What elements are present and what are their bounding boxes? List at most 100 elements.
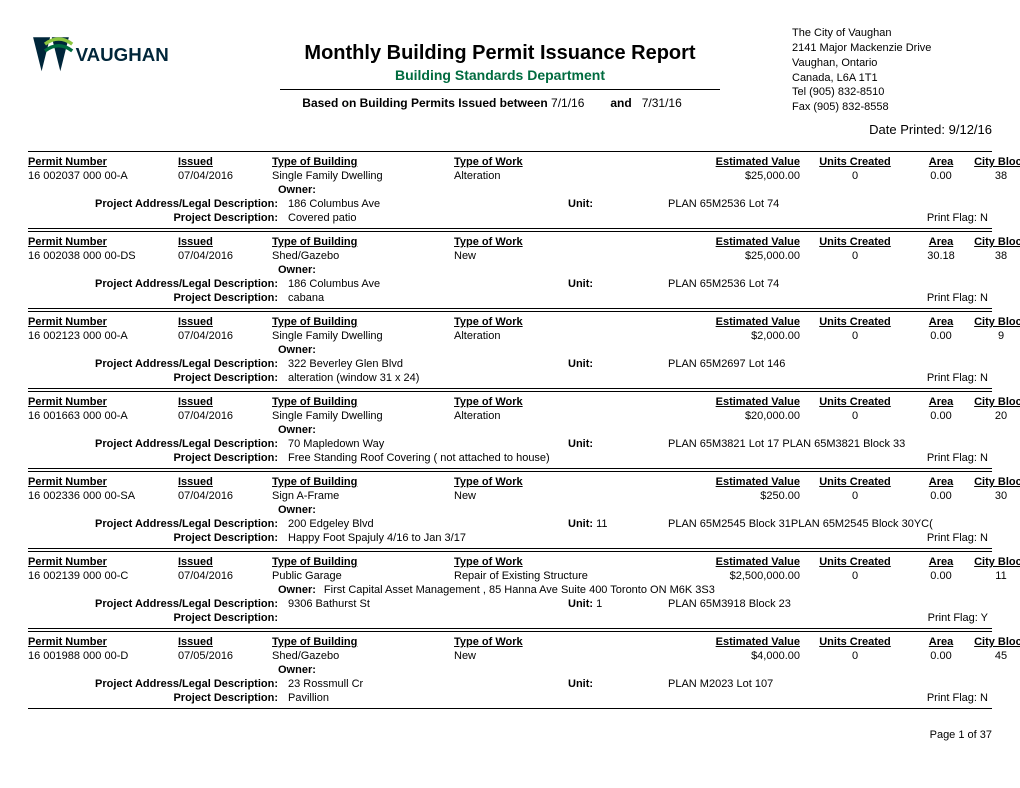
col-issued: Issued xyxy=(178,556,272,568)
svg-text:VAUGHAN: VAUGHAN xyxy=(76,44,169,65)
type-of-work: Repair of Existing Structure xyxy=(454,570,640,582)
col-units-created: Units Created xyxy=(800,316,910,328)
col-permit-number: Permit Number xyxy=(28,156,178,168)
type-of-building: Shed/Gazebo xyxy=(272,250,454,262)
address-line: Project Address/Legal Description:186 Co… xyxy=(28,277,992,291)
date-from: 7/1/16 xyxy=(551,96,607,110)
logo-block: VAUGHAN xyxy=(28,24,208,80)
address-value: 70 Mapledown Way xyxy=(288,438,568,450)
description-label: Project Description: xyxy=(28,612,288,624)
description-value: alteration (window 31 x 24) xyxy=(288,372,668,384)
issued-date: 07/04/2016 xyxy=(178,170,272,182)
address-line: Project Address/Legal Description:200 Ed… xyxy=(28,517,992,531)
col-area: Area xyxy=(910,316,972,328)
col-city-block: City Block xyxy=(972,396,1020,408)
description-line: Project Description:alteration (window 3… xyxy=(28,371,992,389)
report-title: Monthly Building Permit Issuance Report xyxy=(208,42,792,65)
col-permit-number: Permit Number xyxy=(28,556,178,568)
description-value: Happy Foot Spajuly 4/16 to Jan 3/17 xyxy=(288,532,668,544)
col-area: Area xyxy=(910,556,972,568)
area: 0.00 xyxy=(910,570,972,582)
type-of-building: Single Family Dwelling xyxy=(272,410,454,422)
legal-description: PLAN 65M3918 Block 23 xyxy=(668,598,988,610)
description-line: Project Description:PavillionPrint Flag:… xyxy=(28,691,992,709)
record-header-row: Permit NumberIssuedType of BuildingType … xyxy=(28,311,992,329)
area: 30.18 xyxy=(910,250,972,262)
title-block: Monthly Building Permit Issuance Report … xyxy=(208,24,792,118)
permit-number: 16 002123 000 00-A xyxy=(28,330,178,342)
col-estimated-value: Estimated Value xyxy=(640,556,800,568)
addr-line-2: 2141 Major Mackenzie Drive xyxy=(792,41,992,56)
col-permit-number: Permit Number xyxy=(28,236,178,248)
address-value: 186 Columbus Ave xyxy=(288,198,568,210)
and-label: and xyxy=(610,96,631,110)
permit-number: 16 002139 000 00-C xyxy=(28,570,178,582)
description-value: Covered patio xyxy=(288,212,668,224)
col-area: Area xyxy=(910,636,972,648)
estimated-value: $4,000.00 xyxy=(640,650,800,662)
col-permit-number: Permit Number xyxy=(28,636,178,648)
print-flag-value: Y xyxy=(981,612,988,624)
address-label: Project Address/Legal Description: xyxy=(28,358,288,370)
col-type-of-work: Type of Work xyxy=(454,156,640,168)
addr-line-5: Tel (905) 832-8510 xyxy=(792,85,992,100)
permit-number: 16 002038 000 00-DS xyxy=(28,250,178,262)
description-line: Project Description:cabanaPrint Flag: N xyxy=(28,291,992,309)
col-units-created: Units Created xyxy=(800,236,910,248)
col-type-of-work: Type of Work xyxy=(454,396,640,408)
record-header-row: Permit NumberIssuedType of BuildingType … xyxy=(28,151,992,169)
estimated-value: $25,000.00 xyxy=(640,250,800,262)
estimated-value: $2,000.00 xyxy=(640,330,800,342)
issued-date: 07/04/2016 xyxy=(178,570,272,582)
col-issued: Issued xyxy=(178,396,272,408)
description-value: Free Standing Roof Covering ( not attach… xyxy=(288,452,668,464)
col-units-created: Units Created xyxy=(800,556,910,568)
col-city-block: City Block xyxy=(972,316,1020,328)
col-estimated-value: Estimated Value xyxy=(640,316,800,328)
print-flag-cell: Print Flag: N xyxy=(668,372,988,384)
permit-record: Permit NumberIssuedType of BuildingType … xyxy=(28,391,992,469)
col-type-of-building: Type of Building xyxy=(272,636,454,648)
permit-record: Permit NumberIssuedType of BuildingType … xyxy=(28,471,992,549)
page-number: Page 1 of 37 xyxy=(930,729,992,741)
col-city-block: City Block xyxy=(972,476,1020,488)
type-of-work: Alteration xyxy=(454,410,640,422)
vaughan-logo-svg: VAUGHAN xyxy=(28,32,198,80)
report-header: VAUGHAN Monthly Building Permit Issuance… xyxy=(28,24,992,118)
owner-line: Owner: xyxy=(28,423,992,437)
address-value: 200 Edgeley Blvd xyxy=(288,518,568,530)
area: 0.00 xyxy=(910,330,972,342)
record-value-row: 16 002037 000 00-A07/04/2016Single Famil… xyxy=(28,169,992,183)
record-value-row: 16 002123 000 00-A07/04/2016Single Famil… xyxy=(28,329,992,343)
permit-record: Permit NumberIssuedType of BuildingType … xyxy=(28,231,992,309)
unit-cell: Unit: xyxy=(568,358,668,370)
addr-line-1: The City of Vaughan xyxy=(792,26,992,41)
unit-cell: Unit: 11 xyxy=(568,518,668,530)
print-flag-value: N xyxy=(980,292,988,304)
units-created: 0 xyxy=(800,170,910,182)
record-header-row: Permit NumberIssuedType of BuildingType … xyxy=(28,631,992,649)
col-area: Area xyxy=(910,236,972,248)
unit-value: 1 xyxy=(593,598,602,610)
record-value-row: 16 001663 000 00-A07/04/2016Single Famil… xyxy=(28,409,992,423)
units-created: 0 xyxy=(800,410,910,422)
city-block: 9 xyxy=(972,330,1020,342)
type-of-work: New xyxy=(454,250,640,262)
address-value: 186 Columbus Ave xyxy=(288,278,568,290)
col-permit-number: Permit Number xyxy=(28,476,178,488)
page-footer: Page 1 of 37 xyxy=(28,729,992,741)
col-issued: Issued xyxy=(178,316,272,328)
col-issued: Issued xyxy=(178,236,272,248)
address-value: 9306 Bathurst St xyxy=(288,598,568,610)
record-header-row: Permit NumberIssuedType of BuildingType … xyxy=(28,231,992,249)
col-type-of-work: Type of Work xyxy=(454,556,640,568)
permit-number: 16 001988 000 00-D xyxy=(28,650,178,662)
permit-record: Permit NumberIssuedType of BuildingType … xyxy=(28,631,992,709)
type-of-work: Alteration xyxy=(454,170,640,182)
type-of-building: Sign A-Frame xyxy=(272,490,454,502)
legal-description: PLAN 65M3821 Lot 17 PLAN 65M3821 Block 3… xyxy=(668,438,988,450)
record-value-row: 16 001988 000 00-D07/05/2016Shed/GazeboN… xyxy=(28,649,992,663)
type-of-work: New xyxy=(454,650,640,662)
col-type-of-work: Type of Work xyxy=(454,476,640,488)
unit-cell: Unit: xyxy=(568,438,668,450)
